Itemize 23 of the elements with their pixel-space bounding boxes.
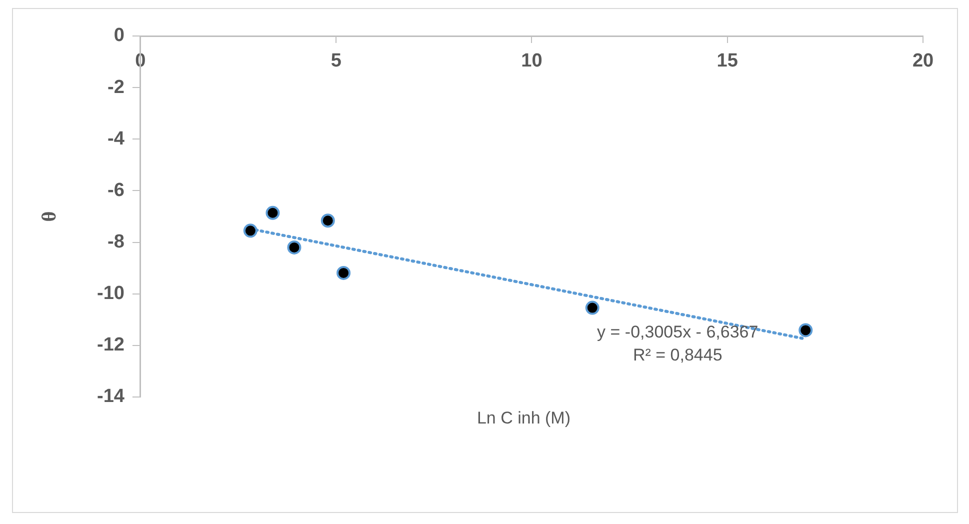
x-tick-label: 15 — [716, 50, 738, 72]
x-tick-label: 5 — [330, 50, 342, 72]
x-tick-label: 10 — [521, 50, 542, 72]
y-tick-label: -4 — [108, 128, 125, 150]
y-tick-label: -14 — [96, 386, 125, 408]
annotation: y = -0,3005x - 6,6367 — [597, 322, 758, 342]
x-tick-label: 20 — [912, 50, 934, 72]
point — [243, 224, 258, 238]
x-axis-title: Ln C inh (M) — [476, 408, 570, 428]
point — [320, 214, 335, 228]
point — [336, 266, 351, 280]
y-tick-label: -6 — [108, 180, 124, 201]
y-tick-label: -10 — [96, 283, 124, 304]
point — [585, 300, 600, 315]
point — [266, 206, 280, 220]
annotation: R² = 0,8445 — [632, 346, 722, 365]
point — [798, 323, 813, 338]
y-axis-title: θ — [38, 211, 61, 222]
y-tick-label: -12 — [96, 334, 124, 356]
y-tick-label: -2 — [108, 76, 124, 98]
point — [287, 240, 302, 254]
y-tick-label: -8 — [108, 232, 124, 253]
y-tick-label: 0 — [114, 25, 124, 46]
